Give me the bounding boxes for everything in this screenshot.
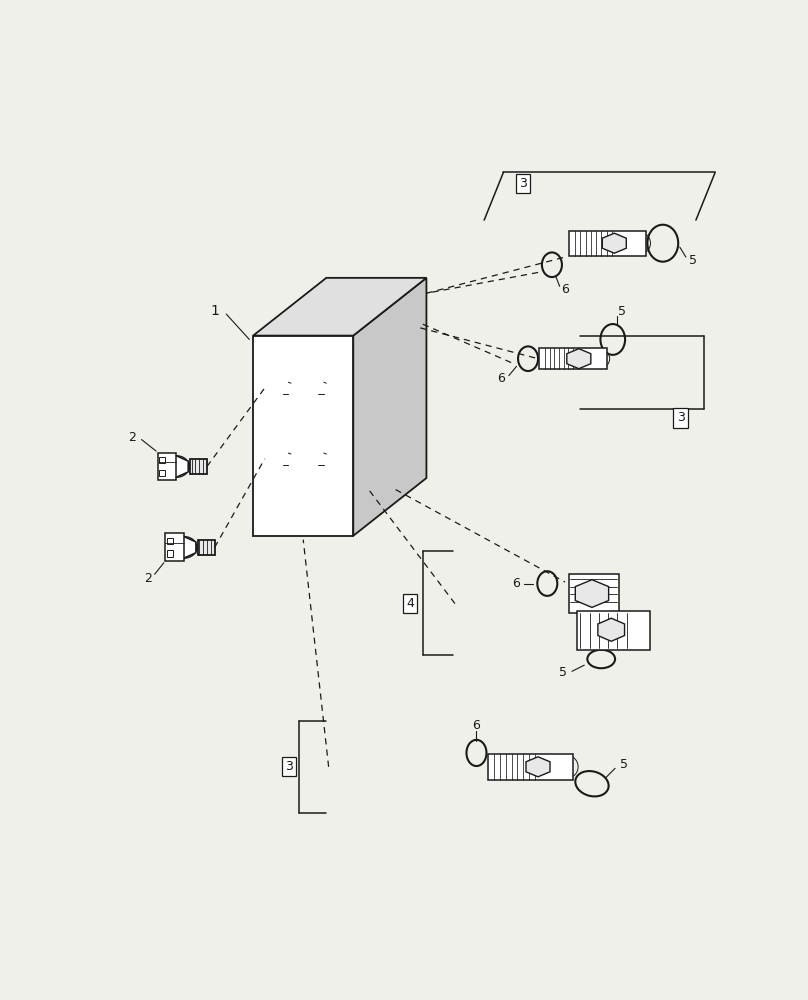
Ellipse shape (276, 450, 296, 467)
Ellipse shape (574, 239, 585, 248)
Polygon shape (598, 618, 625, 641)
Text: 2: 2 (144, 572, 152, 585)
Ellipse shape (304, 374, 338, 402)
Ellipse shape (317, 502, 325, 508)
Text: 5: 5 (559, 666, 567, 679)
Ellipse shape (386, 461, 401, 472)
Bar (577, 611, 650, 650)
Ellipse shape (281, 384, 290, 392)
Ellipse shape (314, 499, 329, 511)
Ellipse shape (281, 455, 290, 463)
Bar (539, 348, 607, 369)
Ellipse shape (545, 354, 555, 363)
Bar (167, 550, 173, 557)
Text: 6: 6 (562, 283, 569, 296)
Bar (166, 533, 184, 561)
Ellipse shape (494, 762, 504, 771)
Text: 1: 1 (210, 304, 219, 318)
Bar (190, 459, 207, 474)
Bar (198, 540, 215, 555)
Text: 6: 6 (511, 577, 520, 590)
Polygon shape (526, 757, 550, 777)
Ellipse shape (167, 459, 185, 474)
Ellipse shape (311, 379, 331, 396)
Text: 6: 6 (473, 719, 481, 732)
Ellipse shape (381, 393, 391, 401)
Bar (569, 574, 619, 613)
Polygon shape (253, 336, 353, 536)
Ellipse shape (311, 450, 331, 467)
Ellipse shape (316, 455, 326, 463)
Ellipse shape (377, 389, 396, 406)
Text: 2: 2 (128, 431, 136, 444)
Text: 3: 3 (284, 760, 292, 773)
Text: 6: 6 (497, 372, 505, 385)
Text: 5: 5 (618, 305, 626, 318)
Ellipse shape (268, 374, 302, 402)
Polygon shape (353, 278, 427, 536)
Bar (159, 457, 166, 463)
Polygon shape (172, 537, 196, 558)
Polygon shape (164, 456, 188, 477)
Ellipse shape (304, 445, 338, 473)
Text: 4: 4 (406, 597, 415, 610)
Ellipse shape (276, 379, 296, 396)
Ellipse shape (316, 384, 326, 392)
Polygon shape (602, 233, 626, 253)
Polygon shape (567, 349, 591, 369)
Bar (159, 470, 166, 476)
Bar (158, 453, 176, 480)
Text: 3: 3 (519, 177, 527, 190)
Ellipse shape (377, 320, 396, 336)
Bar (569, 231, 646, 256)
Ellipse shape (175, 540, 193, 555)
Text: 3: 3 (676, 411, 684, 424)
Ellipse shape (170, 537, 197, 558)
Ellipse shape (163, 456, 189, 477)
Polygon shape (575, 580, 608, 607)
Ellipse shape (381, 324, 391, 332)
Bar (167, 538, 173, 544)
Text: 5: 5 (620, 758, 628, 771)
Polygon shape (253, 278, 427, 336)
Text: 5: 5 (689, 254, 697, 267)
Ellipse shape (268, 445, 302, 473)
Bar (488, 754, 573, 780)
